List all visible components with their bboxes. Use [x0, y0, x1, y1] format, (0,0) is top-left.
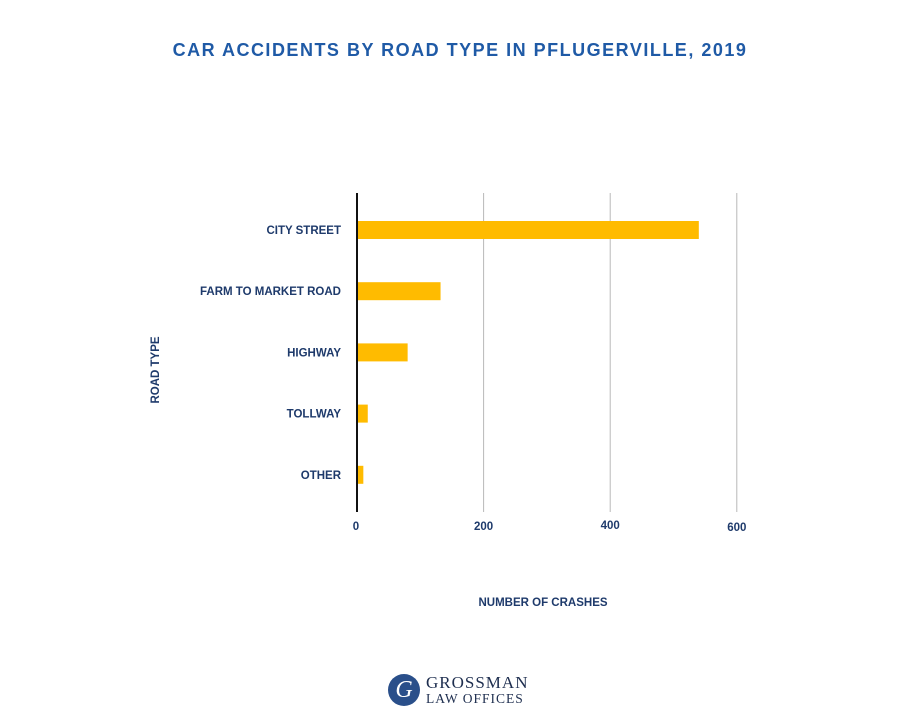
category-label: TOLLWAY	[287, 409, 342, 421]
logo-g-icon: G	[388, 674, 420, 706]
tick-labels: 0 200 400 600	[353, 520, 747, 534]
category-label: OTHER	[301, 470, 342, 482]
bar-farm-to-market-road	[357, 282, 441, 301]
bar-tollway	[357, 404, 368, 423]
bar-highway	[357, 343, 408, 362]
chart-title: CAR ACCIDENTS BY ROAD TYPE IN PFLUGERVIL…	[172, 40, 748, 60]
x-tick-label: 200	[474, 521, 493, 533]
grossman-law-offices-logo: G GROSSMAN LAW OFFICES	[388, 672, 528, 708]
x-tick-label: 600	[727, 522, 746, 534]
x-axis-title: NUMBER OF CRASHES	[478, 597, 607, 609]
bars	[357, 221, 699, 484]
gridlines	[483, 193, 738, 512]
logo-text: GROSSMAN LAW OFFICES	[426, 674, 528, 706]
x-tick-label: 0	[353, 521, 359, 533]
logo-line-1: GROSSMAN	[426, 673, 529, 693]
category-label: CITY STREET	[266, 225, 341, 237]
category-label: FARM TO MARKET ROAD	[200, 286, 341, 298]
bar-city-street	[357, 221, 699, 239]
logo-line-2: LAW OFFICES	[426, 691, 524, 707]
y-axis-title: ROAD TYPE	[150, 336, 162, 403]
x-tick-label: 400	[601, 520, 620, 532]
category-labels: CITY STREET FARM TO MARKET ROAD HIGHWAY TOL…	[200, 225, 342, 482]
bar-other	[357, 465, 364, 484]
category-label: HIGHWAY	[287, 347, 341, 359]
